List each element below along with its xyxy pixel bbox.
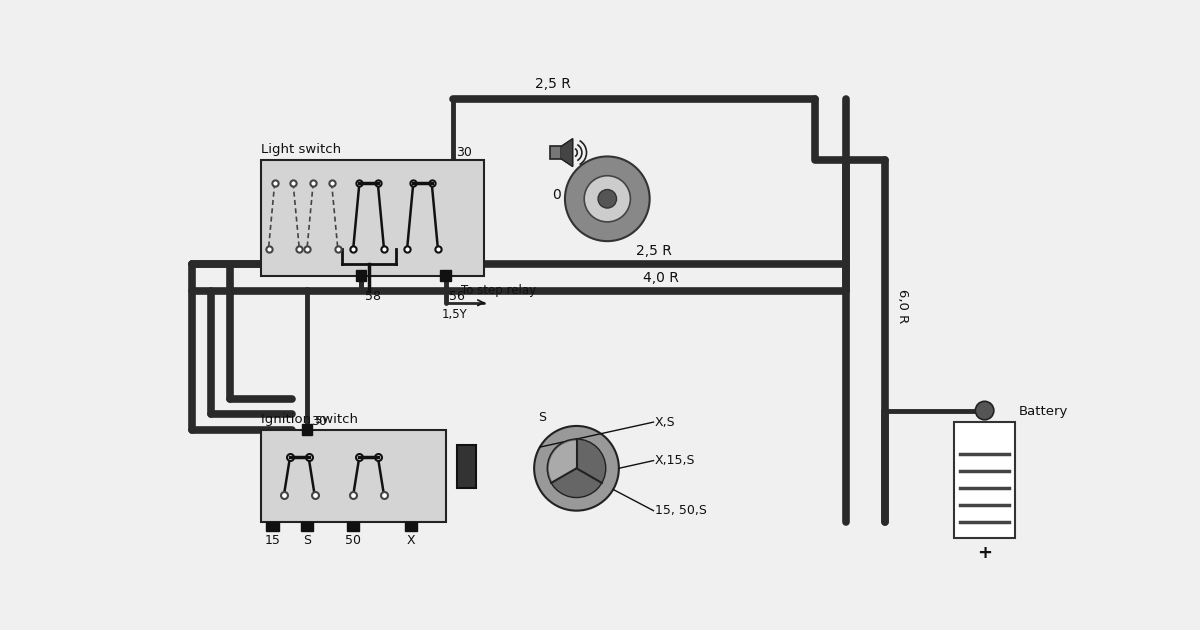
Bar: [550, 146, 562, 159]
Text: 30: 30: [311, 415, 326, 428]
Bar: [347, 522, 359, 532]
Text: 1,5Y: 1,5Y: [442, 308, 468, 321]
Text: 15, 50,S: 15, 50,S: [655, 504, 707, 517]
Circle shape: [584, 176, 630, 222]
Circle shape: [598, 190, 617, 208]
Text: 2,5 R: 2,5 R: [636, 244, 672, 258]
Circle shape: [565, 156, 649, 241]
Text: 58: 58: [365, 290, 380, 302]
Polygon shape: [562, 139, 572, 166]
Text: S: S: [302, 534, 311, 547]
Text: Light switch: Light switch: [260, 144, 341, 156]
Bar: [457, 445, 476, 488]
Bar: [301, 425, 312, 435]
Text: 2,5 R: 2,5 R: [535, 77, 571, 91]
Text: X: X: [407, 534, 415, 547]
Bar: [404, 522, 418, 532]
Text: 50: 50: [346, 534, 361, 547]
Bar: [266, 522, 278, 532]
Circle shape: [547, 439, 606, 498]
Text: 6,0 R: 6,0 R: [896, 289, 910, 324]
Text: +: +: [977, 544, 992, 562]
Wedge shape: [548, 440, 576, 482]
Text: 15: 15: [264, 534, 281, 547]
Text: To step relay: To step relay: [461, 284, 536, 297]
Text: 4,0 R: 4,0 R: [643, 271, 679, 285]
Bar: [260, 160, 484, 276]
Text: Ignition switch: Ignition switch: [260, 413, 358, 426]
Circle shape: [976, 401, 994, 420]
Text: 0: 0: [552, 188, 562, 202]
Bar: [355, 270, 366, 281]
Bar: [301, 522, 313, 532]
Text: 56: 56: [450, 290, 466, 302]
Bar: [260, 430, 445, 522]
Text: Battery: Battery: [1019, 405, 1069, 418]
Text: X,S: X,S: [655, 416, 676, 428]
Circle shape: [534, 426, 619, 511]
Text: X,15,S: X,15,S: [655, 454, 696, 467]
Text: S: S: [538, 411, 546, 423]
Text: 30: 30: [456, 146, 472, 159]
Bar: [440, 270, 451, 281]
Bar: [954, 422, 1015, 537]
